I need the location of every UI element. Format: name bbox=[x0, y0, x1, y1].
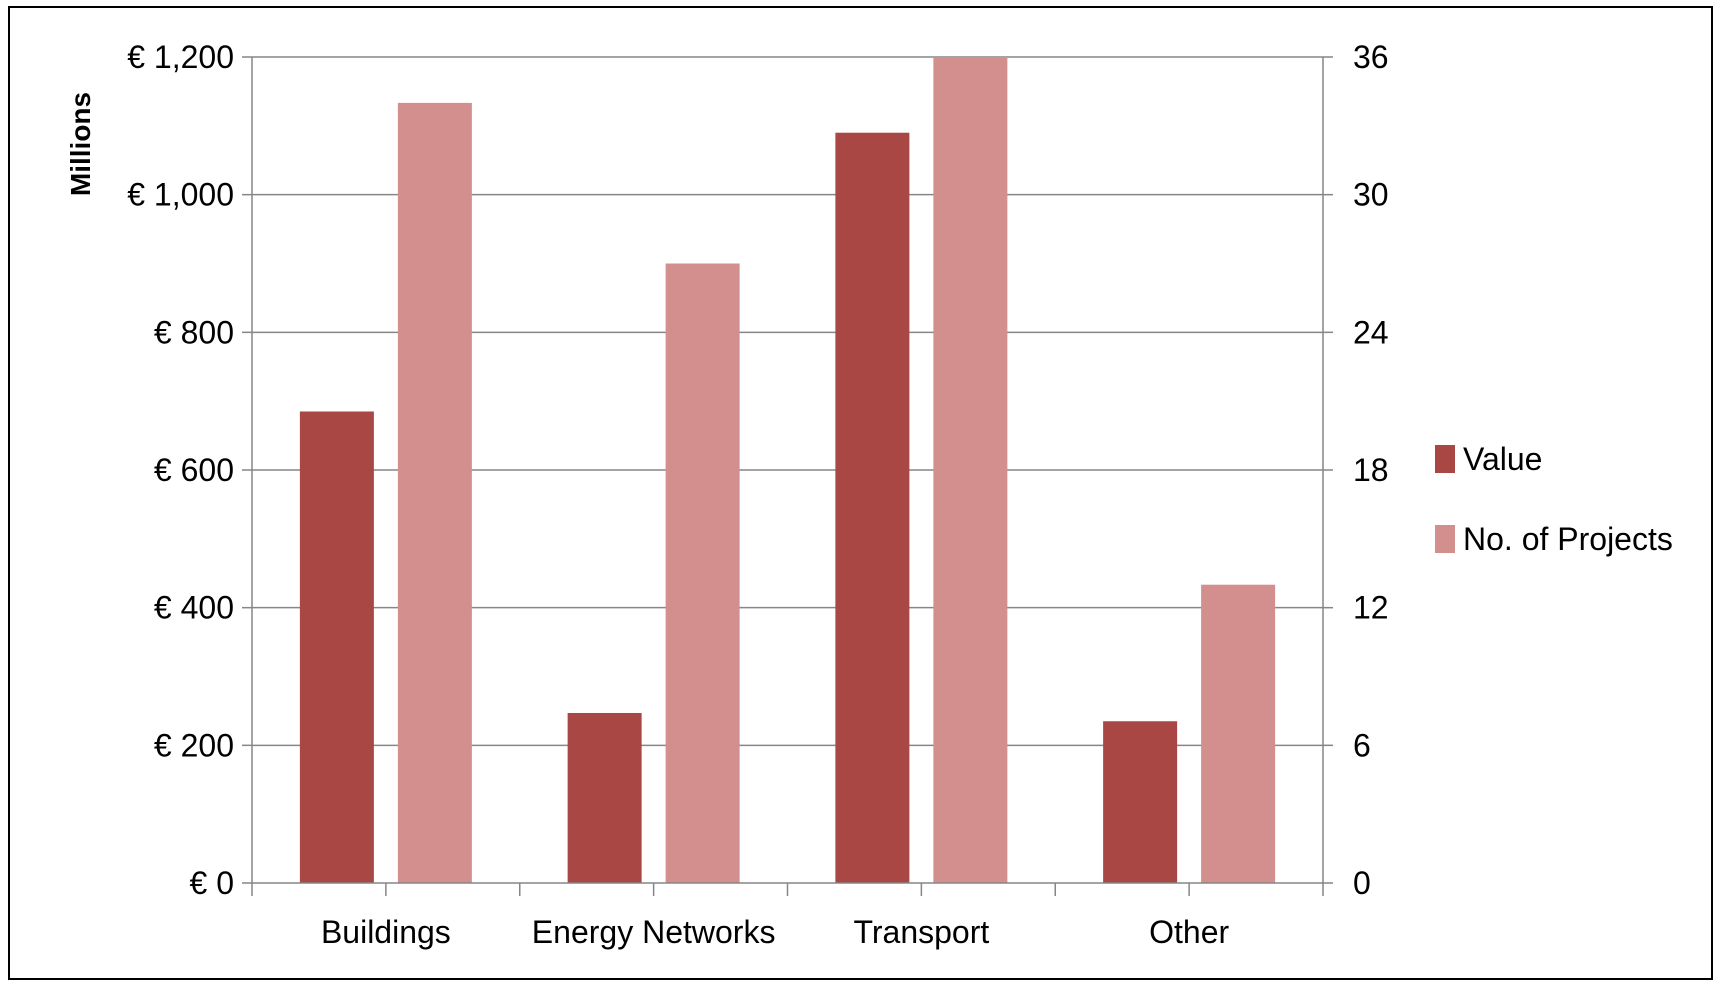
y-axis-title: Millions bbox=[65, 92, 96, 196]
axes bbox=[242, 56, 1333, 896]
y-left-tick-label: € 1,000 bbox=[127, 177, 234, 213]
legend-label: No. of Projects bbox=[1463, 521, 1673, 557]
y-right-tick-label: 30 bbox=[1353, 177, 1389, 213]
x-tick-label: Energy Networks bbox=[532, 914, 776, 950]
legend-label: Value bbox=[1463, 441, 1542, 477]
x-tick-label: Other bbox=[1149, 914, 1229, 950]
bar-value-transport bbox=[835, 132, 910, 883]
y-left-tick-label: € 200 bbox=[154, 727, 234, 763]
y-right-tick-label: 18 bbox=[1353, 452, 1389, 488]
y-left-tick-label: € 400 bbox=[154, 590, 234, 626]
y-left-tick-label: € 600 bbox=[154, 452, 234, 488]
bar-no-of-projects-buildings bbox=[397, 102, 472, 883]
y-right-tick-label: 36 bbox=[1353, 39, 1389, 75]
x-tick-label: Transport bbox=[854, 914, 990, 950]
bar-no-of-projects-energy-networks bbox=[665, 263, 740, 883]
bar-value-other bbox=[1103, 721, 1178, 883]
x-tick-label: Buildings bbox=[321, 914, 451, 950]
y-left-tick-label: € 800 bbox=[154, 314, 234, 350]
y-right-tick-label: 12 bbox=[1353, 590, 1389, 626]
bar-no-of-projects-transport bbox=[933, 57, 1008, 883]
legend: Value No. of Projects bbox=[1435, 441, 1673, 557]
y-left-tick-label: € 0 bbox=[190, 865, 234, 901]
bar-no-of-projects-other bbox=[1201, 584, 1276, 883]
legend-swatch bbox=[1435, 445, 1455, 473]
y-right-tick-label: 6 bbox=[1353, 727, 1371, 763]
y-right-tick-label: 0 bbox=[1353, 865, 1371, 901]
tick-labels: € 0 0 € 200 6 € 400 12 € 600 18 € 800 24 € 1,000 30… bbox=[127, 39, 1388, 950]
y-left-tick-label: € 1,200 bbox=[127, 39, 234, 75]
bar-value-buildings bbox=[299, 411, 374, 883]
bars bbox=[299, 57, 1276, 883]
y-right-tick-label: 24 bbox=[1353, 314, 1389, 350]
legend-swatch bbox=[1435, 525, 1455, 553]
bar-value-energy-networks bbox=[567, 712, 642, 883]
